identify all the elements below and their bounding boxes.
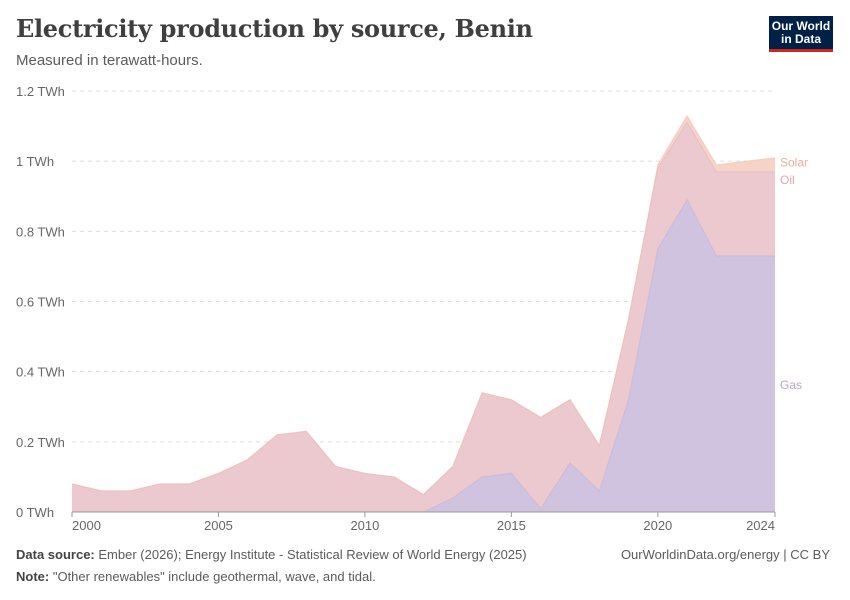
x-tick-label: 2024: [746, 518, 775, 533]
x-tick-label: 2015: [497, 518, 526, 533]
y-tick-label: 0 TWh: [16, 505, 54, 520]
logo-line-1: Our World: [771, 19, 831, 33]
note-label: Note:: [16, 569, 50, 584]
chart-subtitle: Measured in terawatt-hours.: [16, 52, 203, 69]
note-text: "Other renewables" include geothermal, w…: [52, 569, 376, 584]
y-tick-label: 1.2 TWh: [16, 84, 65, 99]
area-oil: [72, 122, 775, 512]
series-label-solar: Solar: [780, 156, 808, 170]
y-tick-label: 0.6 TWh: [16, 295, 65, 310]
area-gas: [72, 199, 775, 513]
credit-link[interactable]: OurWorldinData.org/energy | CC BY: [620, 547, 830, 562]
x-tick-label: 2010: [350, 518, 379, 533]
y-tick-label: 0.8 TWh: [16, 224, 65, 239]
data-source-label: Data source:: [16, 547, 95, 562]
data-source: Data source: Ember (2026); Energy Instit…: [16, 547, 527, 562]
series-label-layer: Gas Oil Solar: [780, 156, 808, 392]
x-tick-label: 2000: [72, 518, 101, 533]
logo-line-2: in Data: [780, 32, 821, 46]
area-layer: [71, 114, 776, 513]
y-tick-label: 0.4 TWh: [16, 365, 65, 380]
y-tick-label: 0.2 TWh: [16, 435, 65, 450]
axis-layer: 0 TWh 0.2 TWh 0.4 TWh 0.6 TWh 0.8 TWh 1 TWh 1.…: [16, 84, 776, 533]
y-tick-label: 1 TWh: [16, 154, 54, 169]
stacked-area-chart: 0 TWh 0.2 TWh 0.4 TWh 0.6 TWh 0.8 TWh 1 TWh 1.…: [16, 84, 808, 533]
area-solar-edge: [71, 114, 776, 496]
x-tick-label: 2005: [204, 518, 233, 533]
chart-title: Electricity production by source, Benin: [16, 14, 533, 43]
data-source-text: Ember (2026); Energy Institute - Statist…: [98, 547, 527, 562]
series-label-oil: Oil: [780, 173, 795, 187]
owid-logo[interactable]: Our World in Data: [769, 16, 833, 52]
series-label-gas: Gas: [780, 378, 802, 392]
x-tick-label: 2020: [643, 518, 672, 533]
chart-note: Note: "Other renewables" include geother…: [16, 569, 376, 584]
